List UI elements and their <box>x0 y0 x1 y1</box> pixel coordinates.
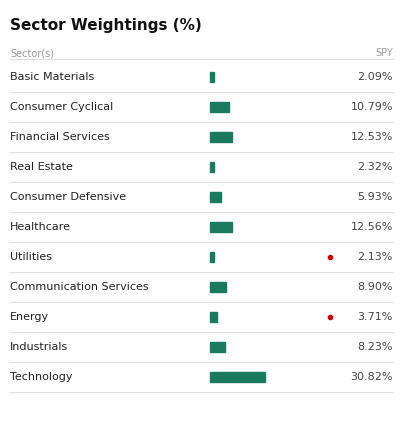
Text: Real Estate: Real Estate <box>10 162 73 172</box>
Text: Energy: Energy <box>10 312 49 322</box>
Bar <box>210 132 233 142</box>
Text: 2.32%: 2.32% <box>357 162 393 172</box>
Bar <box>210 282 226 292</box>
Text: Utilities: Utilities <box>10 252 52 262</box>
Text: 10.79%: 10.79% <box>351 102 393 112</box>
Text: 30.82%: 30.82% <box>351 372 393 382</box>
Text: 2.09%: 2.09% <box>357 72 393 82</box>
Text: 3.71%: 3.71% <box>357 312 393 322</box>
Text: 8.90%: 8.90% <box>357 282 393 292</box>
Text: SPY: SPY <box>375 48 393 58</box>
Text: Industrials: Industrials <box>10 342 68 352</box>
Text: 2.13%: 2.13% <box>357 252 393 262</box>
Text: Basic Materials: Basic Materials <box>10 72 94 82</box>
Bar <box>210 192 220 202</box>
Bar <box>210 222 233 232</box>
Bar <box>210 372 265 382</box>
Bar <box>210 162 214 172</box>
Bar <box>210 72 214 82</box>
Text: Consumer Cyclical: Consumer Cyclical <box>10 102 113 112</box>
Bar <box>210 252 214 262</box>
Text: Consumer Defensive: Consumer Defensive <box>10 192 126 202</box>
Bar <box>210 312 217 322</box>
Text: Technology: Technology <box>10 372 73 382</box>
Bar <box>210 342 225 352</box>
Text: Healthcare: Healthcare <box>10 222 71 232</box>
Text: Communication Services: Communication Services <box>10 282 149 292</box>
Bar <box>210 102 229 112</box>
Text: 5.93%: 5.93% <box>357 192 393 202</box>
Text: 12.53%: 12.53% <box>351 132 393 142</box>
Text: Sector Weightings (%): Sector Weightings (%) <box>10 18 202 33</box>
Text: Sector(s): Sector(s) <box>10 48 54 58</box>
Text: 8.23%: 8.23% <box>357 342 393 352</box>
Text: 12.56%: 12.56% <box>351 222 393 232</box>
Text: Financial Services: Financial Services <box>10 132 110 142</box>
